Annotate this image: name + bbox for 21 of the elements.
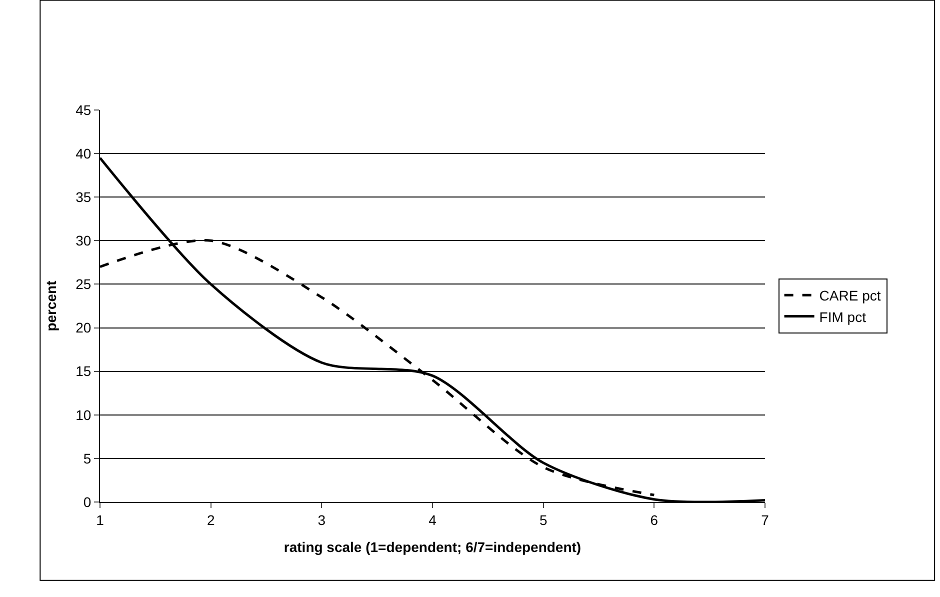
legend-label: CARE pct xyxy=(819,288,881,304)
legend-label: FIM pct xyxy=(819,308,866,325)
y-tick-label: 15 xyxy=(76,363,92,380)
y-axis-title: percent xyxy=(43,280,60,332)
x-tick-label: 5 xyxy=(539,512,548,528)
y-tick-label: 25 xyxy=(76,276,92,292)
y-tick-label: 35 xyxy=(76,189,92,206)
y-tick-label: 20 xyxy=(76,320,92,336)
y-tick-label: 5 xyxy=(83,450,92,466)
y-tick-label: 40 xyxy=(76,145,92,162)
y-tick-label: 10 xyxy=(76,406,92,423)
x-tick-label: 3 xyxy=(318,512,326,528)
y-tick-label: 45 xyxy=(76,102,92,118)
x-axis-title: rating scale (1=dependent; 6/7=independent) xyxy=(284,539,582,556)
x-tick-label: 7 xyxy=(761,512,770,528)
x-tick-label: 2 xyxy=(206,512,215,528)
x-tick-label: 6 xyxy=(650,512,658,528)
y-tick-label: 30 xyxy=(76,232,92,249)
y-tick-label: 0 xyxy=(83,494,92,510)
x-tick-label: 1 xyxy=(96,512,104,528)
x-tick-label: 4 xyxy=(428,512,437,528)
